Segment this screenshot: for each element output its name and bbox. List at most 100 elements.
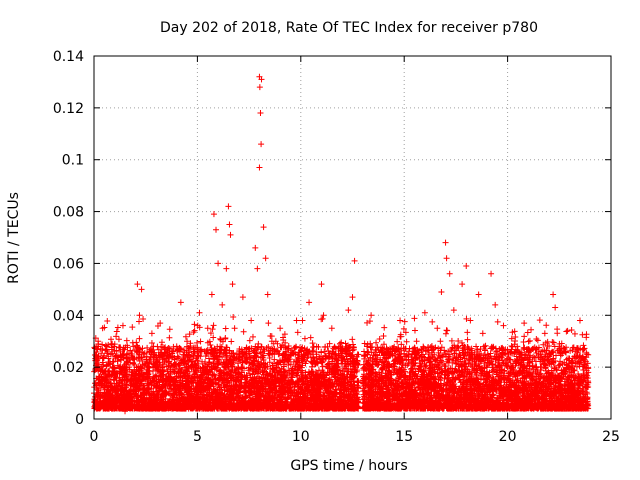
data-point xyxy=(320,312,327,319)
data-point xyxy=(525,369,532,376)
data-point xyxy=(179,382,186,389)
data-point xyxy=(397,317,404,324)
grid-lines xyxy=(94,56,611,419)
data-point xyxy=(109,387,116,394)
data-point xyxy=(345,307,352,314)
data-point xyxy=(258,76,265,83)
data-point xyxy=(492,301,499,308)
data-point xyxy=(545,374,552,381)
data-point xyxy=(301,335,308,342)
data-point xyxy=(353,353,360,360)
data-point xyxy=(512,384,519,391)
data-point xyxy=(231,325,238,332)
data-point xyxy=(184,338,191,345)
roti-background-points xyxy=(91,313,592,412)
data-point xyxy=(564,327,571,334)
data-point xyxy=(97,395,104,402)
data-point xyxy=(541,330,548,337)
data-point xyxy=(264,291,271,298)
data-point xyxy=(363,343,370,350)
data-point xyxy=(430,379,437,386)
data-point xyxy=(500,322,507,329)
y-tick-label: 0.02 xyxy=(53,360,84,376)
data-point xyxy=(217,343,224,350)
x-tick-label: 10 xyxy=(292,429,310,445)
data-point xyxy=(392,345,399,352)
data-point xyxy=(254,265,261,272)
data-point xyxy=(138,286,145,293)
data-point xyxy=(122,408,129,415)
data-point xyxy=(126,364,133,371)
data-point xyxy=(332,374,339,381)
data-point xyxy=(401,374,408,381)
data-point xyxy=(148,330,155,337)
y-tick-label: 0.08 xyxy=(53,205,84,221)
data-point xyxy=(204,325,211,332)
scatter-density-points xyxy=(91,313,592,412)
x-tick-label: 25 xyxy=(602,429,620,445)
data-point xyxy=(119,322,126,329)
y-tick-label: 0.1 xyxy=(62,153,84,169)
data-point xyxy=(517,351,524,358)
data-point xyxy=(235,351,242,358)
data-point xyxy=(521,320,528,327)
data-point xyxy=(268,338,275,345)
data-point xyxy=(210,211,217,218)
data-point xyxy=(467,317,474,324)
data-point xyxy=(223,265,230,272)
data-point xyxy=(434,325,441,332)
x-tick-label: 15 xyxy=(395,429,413,445)
data-point xyxy=(297,369,304,376)
data-point xyxy=(105,358,112,365)
data-point xyxy=(388,382,395,389)
data-point xyxy=(219,301,226,308)
data-point xyxy=(101,377,108,384)
data-point xyxy=(405,353,412,360)
data-point xyxy=(488,270,495,277)
axis-ticks: 0 5 10 15 20 25 0 0.02 0.04 0.06 0.08 0.1 0.12 0.14 xyxy=(53,49,620,445)
data-point xyxy=(368,312,375,319)
data-point xyxy=(471,358,478,365)
data-point xyxy=(426,351,433,358)
data-point xyxy=(221,369,228,376)
data-point xyxy=(341,387,348,394)
data-point xyxy=(446,270,453,277)
data-point xyxy=(376,390,383,397)
x-tick-label: 0 xyxy=(90,429,99,445)
data-point xyxy=(318,281,325,288)
data-point xyxy=(196,309,203,316)
data-point xyxy=(115,392,122,399)
data-point xyxy=(239,294,246,301)
data-point xyxy=(226,221,233,228)
data-point xyxy=(454,343,461,350)
data-point xyxy=(95,338,102,345)
x-tick-label: 20 xyxy=(499,429,517,445)
data-point xyxy=(157,320,164,327)
data-point xyxy=(208,291,215,298)
data-point xyxy=(136,312,143,319)
data-point xyxy=(552,304,559,311)
scatter-series-roti xyxy=(91,73,592,415)
data-point xyxy=(248,317,255,324)
data-point xyxy=(262,255,269,262)
data-point xyxy=(508,335,515,342)
data-point xyxy=(443,255,450,262)
data-point xyxy=(257,110,264,117)
data-point xyxy=(483,371,490,378)
data-point xyxy=(463,263,470,270)
data-point xyxy=(560,366,567,373)
data-point xyxy=(256,164,263,171)
data-point xyxy=(173,343,180,350)
data-point xyxy=(225,203,232,210)
data-point xyxy=(384,361,391,368)
data-point xyxy=(293,358,300,365)
data-point xyxy=(504,364,511,371)
data-point xyxy=(244,384,251,391)
y-tick-label: 0.14 xyxy=(53,49,84,65)
data-point xyxy=(213,226,220,233)
data-point xyxy=(165,353,172,360)
data-point xyxy=(568,387,575,394)
data-point xyxy=(161,390,168,397)
data-point xyxy=(413,338,420,345)
